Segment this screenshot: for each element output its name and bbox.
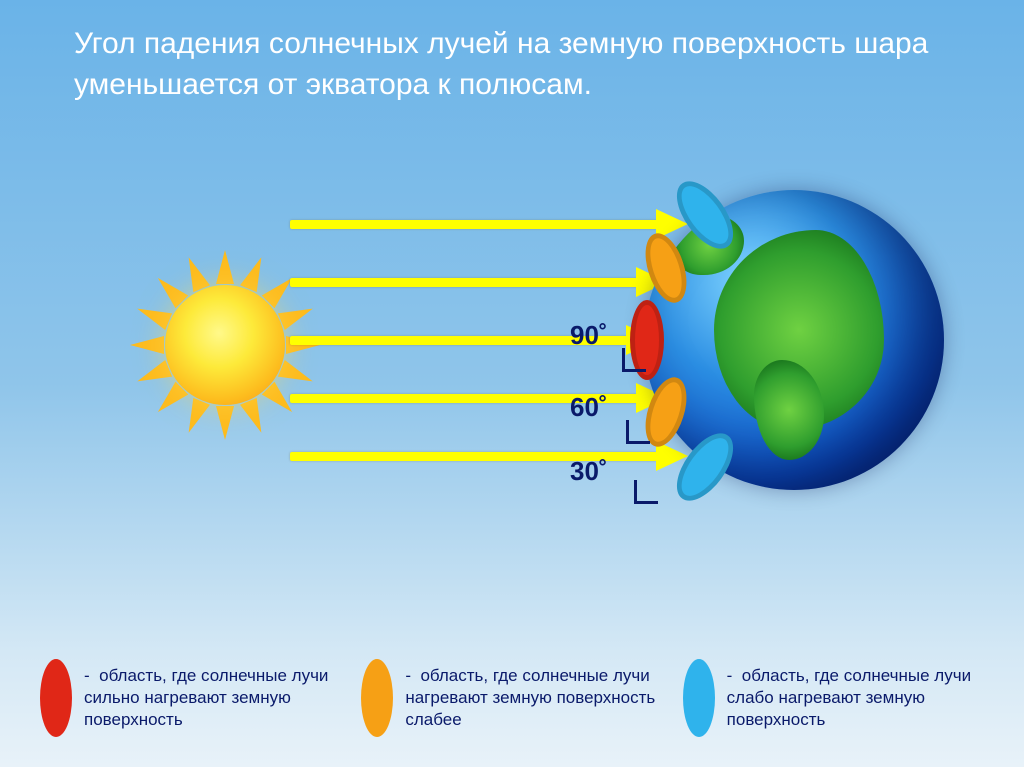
legend-label: область, где солнечные лучи сильно нагре…: [84, 666, 328, 729]
legend-swatch-hot: [40, 659, 72, 737]
angle-label: 60˚: [570, 392, 608, 423]
angle-label: 90˚: [570, 320, 608, 351]
angle-mark-icon: [622, 348, 646, 372]
angle-mark-icon: [634, 480, 658, 504]
solar-ray: [290, 278, 640, 287]
sun-ray: [134, 300, 172, 330]
legend: - область, где солнечные лучи сильно наг…: [40, 659, 984, 737]
legend-item-hot: - область, где солнечные лучи сильно наг…: [40, 659, 341, 737]
solar-ray: [290, 220, 660, 229]
legend-label: область, где солнечные лучи нагревают зе…: [405, 666, 655, 729]
legend-text-hot: - область, где солнечные лучи сильно наг…: [84, 665, 341, 731]
legend-item-warm: - область, где солнечные лучи нагревают …: [361, 659, 662, 737]
legend-label: область, где солнечные лучи слабо нагрев…: [727, 666, 971, 729]
legend-item-cold: - область, где солнечные лучи слабо нагр…: [683, 659, 984, 737]
sun-core: [165, 285, 285, 405]
legend-text-cold: - область, где солнечные лучи слабо нагр…: [727, 665, 984, 731]
main-title: Угол падения солнечных лучей на земную п…: [74, 24, 964, 105]
sun-ray: [134, 360, 172, 390]
sun-ray: [216, 406, 234, 440]
sun-ray: [240, 398, 270, 436]
legend-swatch-cold: [683, 659, 715, 737]
earth-icon: [644, 190, 944, 490]
earth-globe: [644, 190, 944, 490]
angle-label: 30˚: [570, 456, 608, 487]
sun-ray: [180, 254, 210, 292]
sun-ray: [130, 336, 164, 354]
angle-mark-icon: [626, 420, 650, 444]
sun-ray: [278, 360, 316, 390]
legend-swatch-warm: [361, 659, 393, 737]
legend-text-warm: - область, где солнечные лучи нагревают …: [405, 665, 662, 731]
sun-ray: [240, 254, 270, 292]
sun-ray: [180, 398, 210, 436]
sun-ray: [278, 300, 316, 330]
sun-ray: [216, 250, 234, 284]
